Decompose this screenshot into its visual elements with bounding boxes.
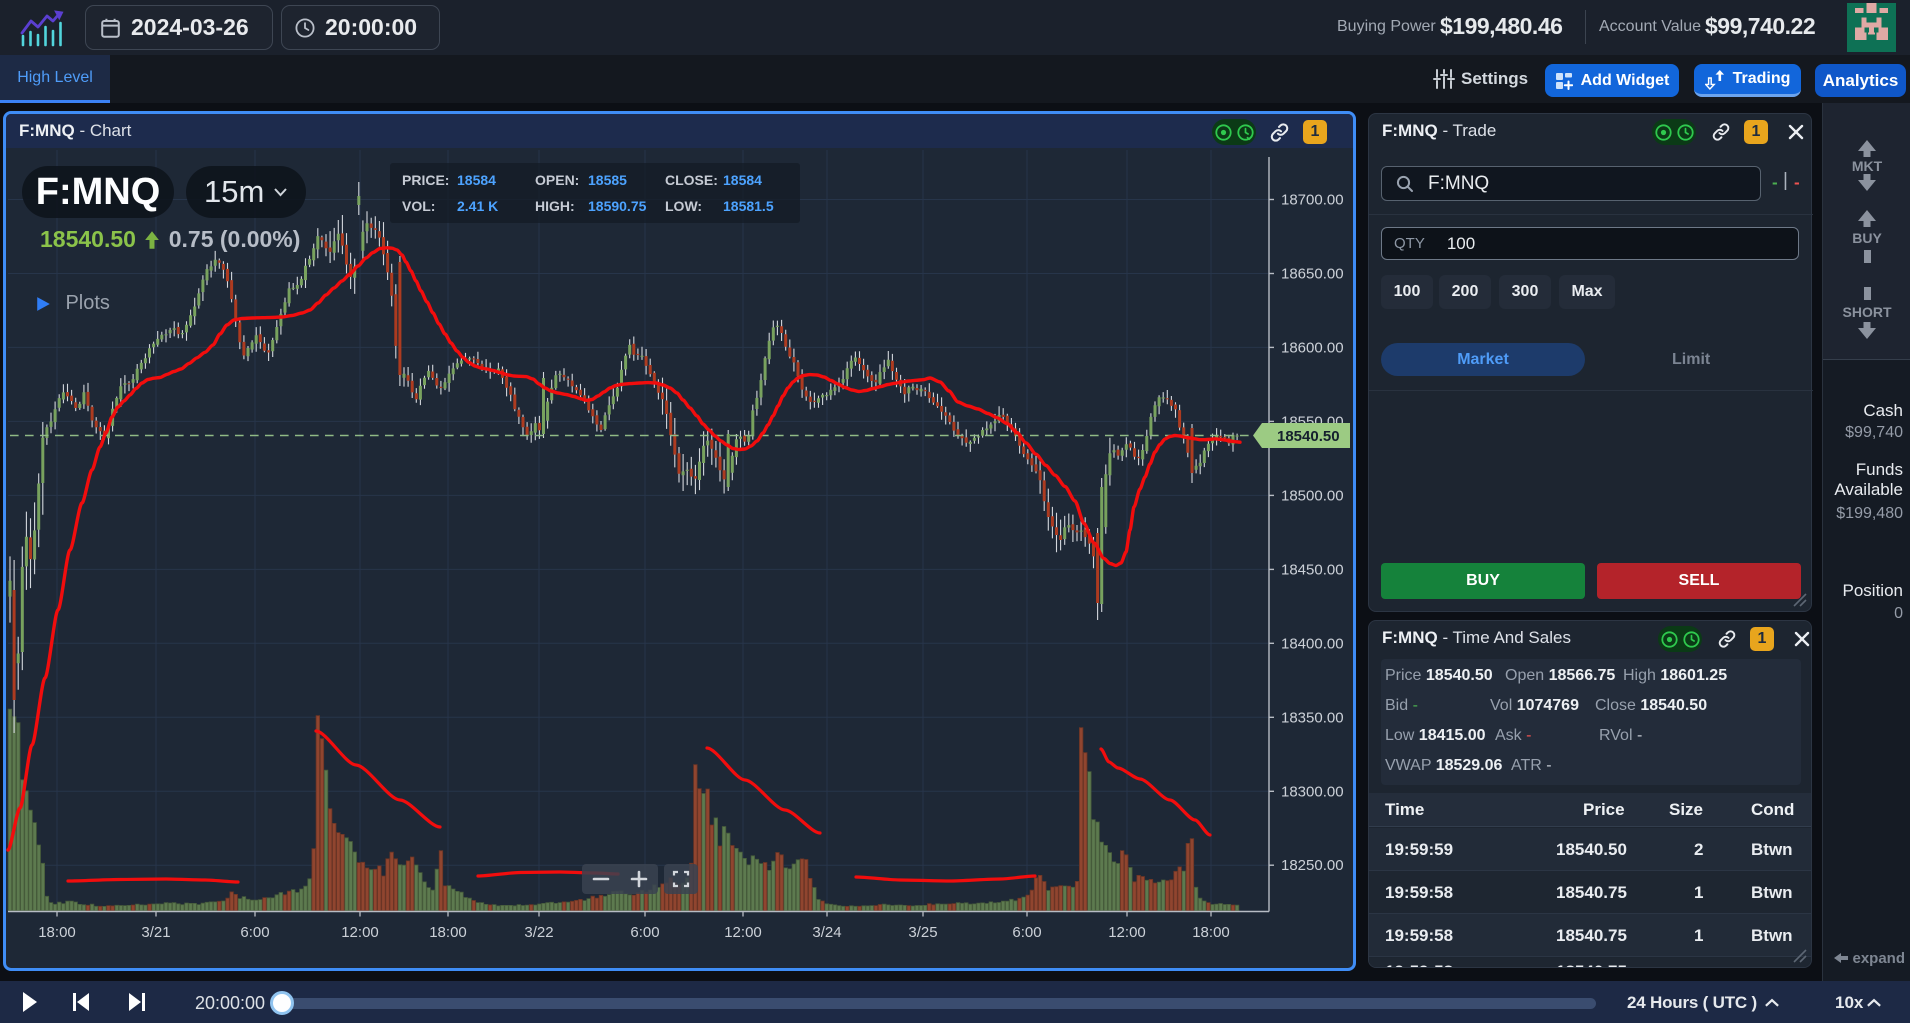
svg-text:18500.00: 18500.00: [1281, 487, 1344, 504]
svg-text:18540.50: 18540.50: [1277, 428, 1340, 445]
svg-text:18600.00: 18600.00: [1281, 339, 1344, 356]
svg-text:12:00: 12:00: [724, 924, 762, 941]
svg-text:6:00: 6:00: [630, 924, 659, 941]
svg-text:3/22: 3/22: [524, 924, 553, 941]
svg-text:18450.00: 18450.00: [1281, 561, 1344, 578]
svg-text:18400.00: 18400.00: [1281, 635, 1344, 652]
svg-text:6:00: 6:00: [1012, 924, 1041, 941]
svg-text:6:00: 6:00: [240, 924, 269, 941]
svg-text:18:00: 18:00: [38, 924, 76, 941]
svg-text:18:00: 18:00: [429, 924, 467, 941]
svg-text:18:00: 18:00: [1192, 924, 1230, 941]
svg-text:3/25: 3/25: [908, 924, 937, 941]
svg-text:18350.00: 18350.00: [1281, 709, 1344, 726]
svg-text:18300.00: 18300.00: [1281, 783, 1344, 800]
svg-text:18700.00: 18700.00: [1281, 192, 1344, 209]
svg-text:18250.00: 18250.00: [1281, 857, 1344, 874]
svg-text:3/24: 3/24: [812, 924, 841, 941]
svg-text:12:00: 12:00: [341, 924, 379, 941]
svg-text:3/21: 3/21: [141, 924, 170, 941]
svg-text:12:00: 12:00: [1108, 924, 1146, 941]
svg-text:18650.00: 18650.00: [1281, 266, 1344, 283]
